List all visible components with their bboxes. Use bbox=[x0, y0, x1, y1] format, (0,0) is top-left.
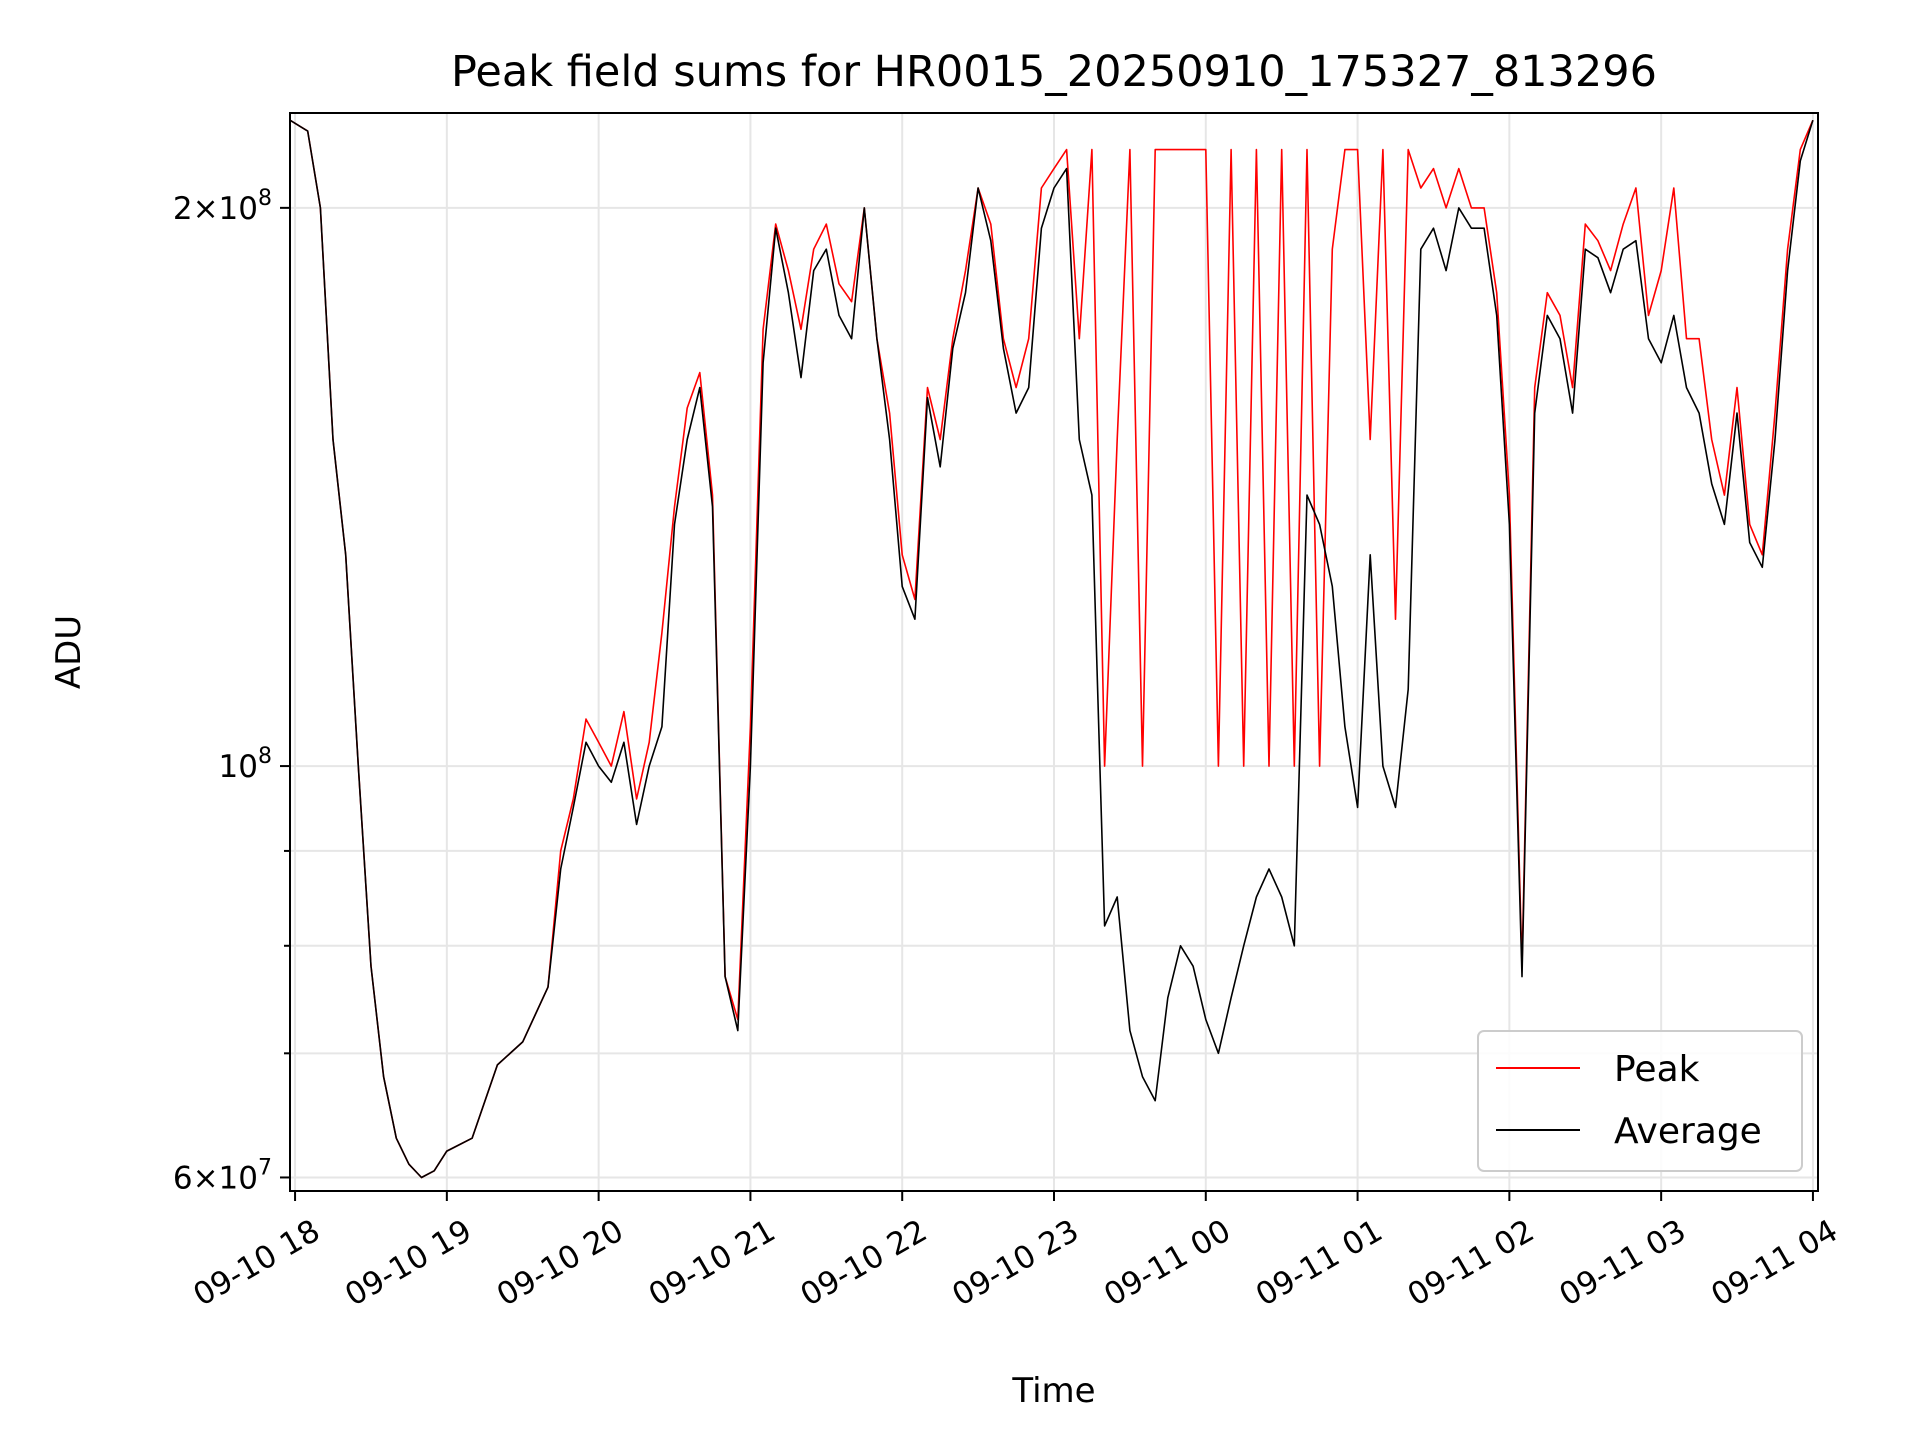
legend: Peak Average bbox=[1477, 1030, 1803, 1172]
series-line-average bbox=[290, 119, 1814, 1179]
y-axis-ticks: 6×107 108 2×108 bbox=[173, 186, 290, 1196]
grid bbox=[290, 113, 1818, 1191]
y-tick-label: 108 bbox=[219, 744, 272, 785]
x-axis-label: Time bbox=[1011, 1371, 1095, 1411]
chart-title: Peak field sums for HR0015_20250910_1753… bbox=[451, 47, 1657, 97]
legend-box bbox=[1477, 1030, 1803, 1172]
series-layer bbox=[290, 119, 1814, 1179]
legend-label-average: Average bbox=[1614, 1111, 1762, 1152]
y-axis-label: ADU bbox=[49, 615, 89, 689]
y-tick-label: 6×107 bbox=[173, 1155, 272, 1196]
y-tick-label: 2×108 bbox=[173, 186, 272, 227]
series-line-peak bbox=[290, 119, 1814, 1179]
legend-label-peak: Peak bbox=[1614, 1049, 1700, 1090]
